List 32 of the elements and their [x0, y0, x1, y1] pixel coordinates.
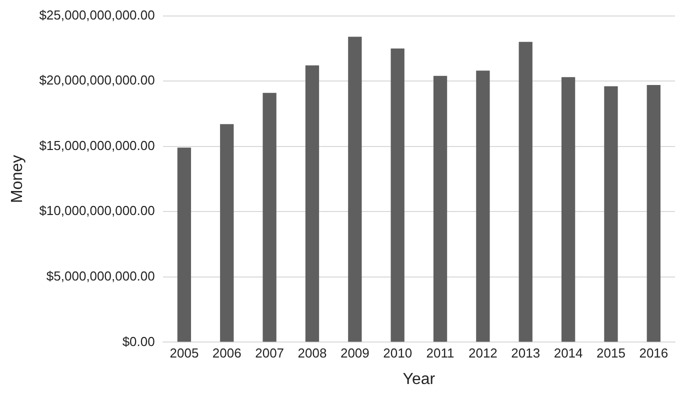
bar — [476, 70, 490, 342]
y-tick-label: $5,000,000,000.00 — [46, 268, 155, 284]
bar — [348, 36, 362, 342]
y-tick-label: $15,000,000,000.00 — [39, 138, 155, 153]
x-tick-label: 2014 — [554, 346, 583, 361]
bar — [561, 77, 576, 342]
y-tick-label: $20,000,000,000.00 — [39, 72, 155, 88]
x-axis-title: Year — [402, 370, 436, 388]
y-tick-label: $25,000,000,000.00 — [39, 7, 155, 22]
bar — [262, 92, 276, 342]
x-tick-label: 2009 — [340, 346, 370, 361]
x-tick-label: 2008 — [298, 346, 327, 361]
x-tick-label: 2016 — [639, 346, 668, 361]
bar — [433, 76, 448, 342]
x-tick-label: 2005 — [170, 346, 199, 361]
bar — [390, 48, 404, 342]
x-tick-label: 2007 — [255, 346, 284, 361]
bar — [646, 84, 660, 342]
x-tick-label: 2012 — [468, 346, 498, 361]
x-tick-label: 2013 — [511, 346, 540, 361]
x-tick-label: 2006 — [212, 346, 242, 361]
bar — [220, 124, 234, 342]
x-tick-label: 2010 — [383, 346, 412, 361]
bar — [177, 148, 192, 342]
bar — [305, 65, 320, 342]
y-tick-label: $0.00 — [122, 334, 155, 349]
x-tick-label: 2015 — [596, 346, 626, 361]
x-tick-label: 2011 — [426, 346, 454, 361]
y-axis-title: Money — [9, 154, 26, 204]
y-tick-label: $10,000,000,000.00 — [39, 203, 155, 218]
bar — [518, 42, 532, 342]
bar — [604, 86, 618, 342]
